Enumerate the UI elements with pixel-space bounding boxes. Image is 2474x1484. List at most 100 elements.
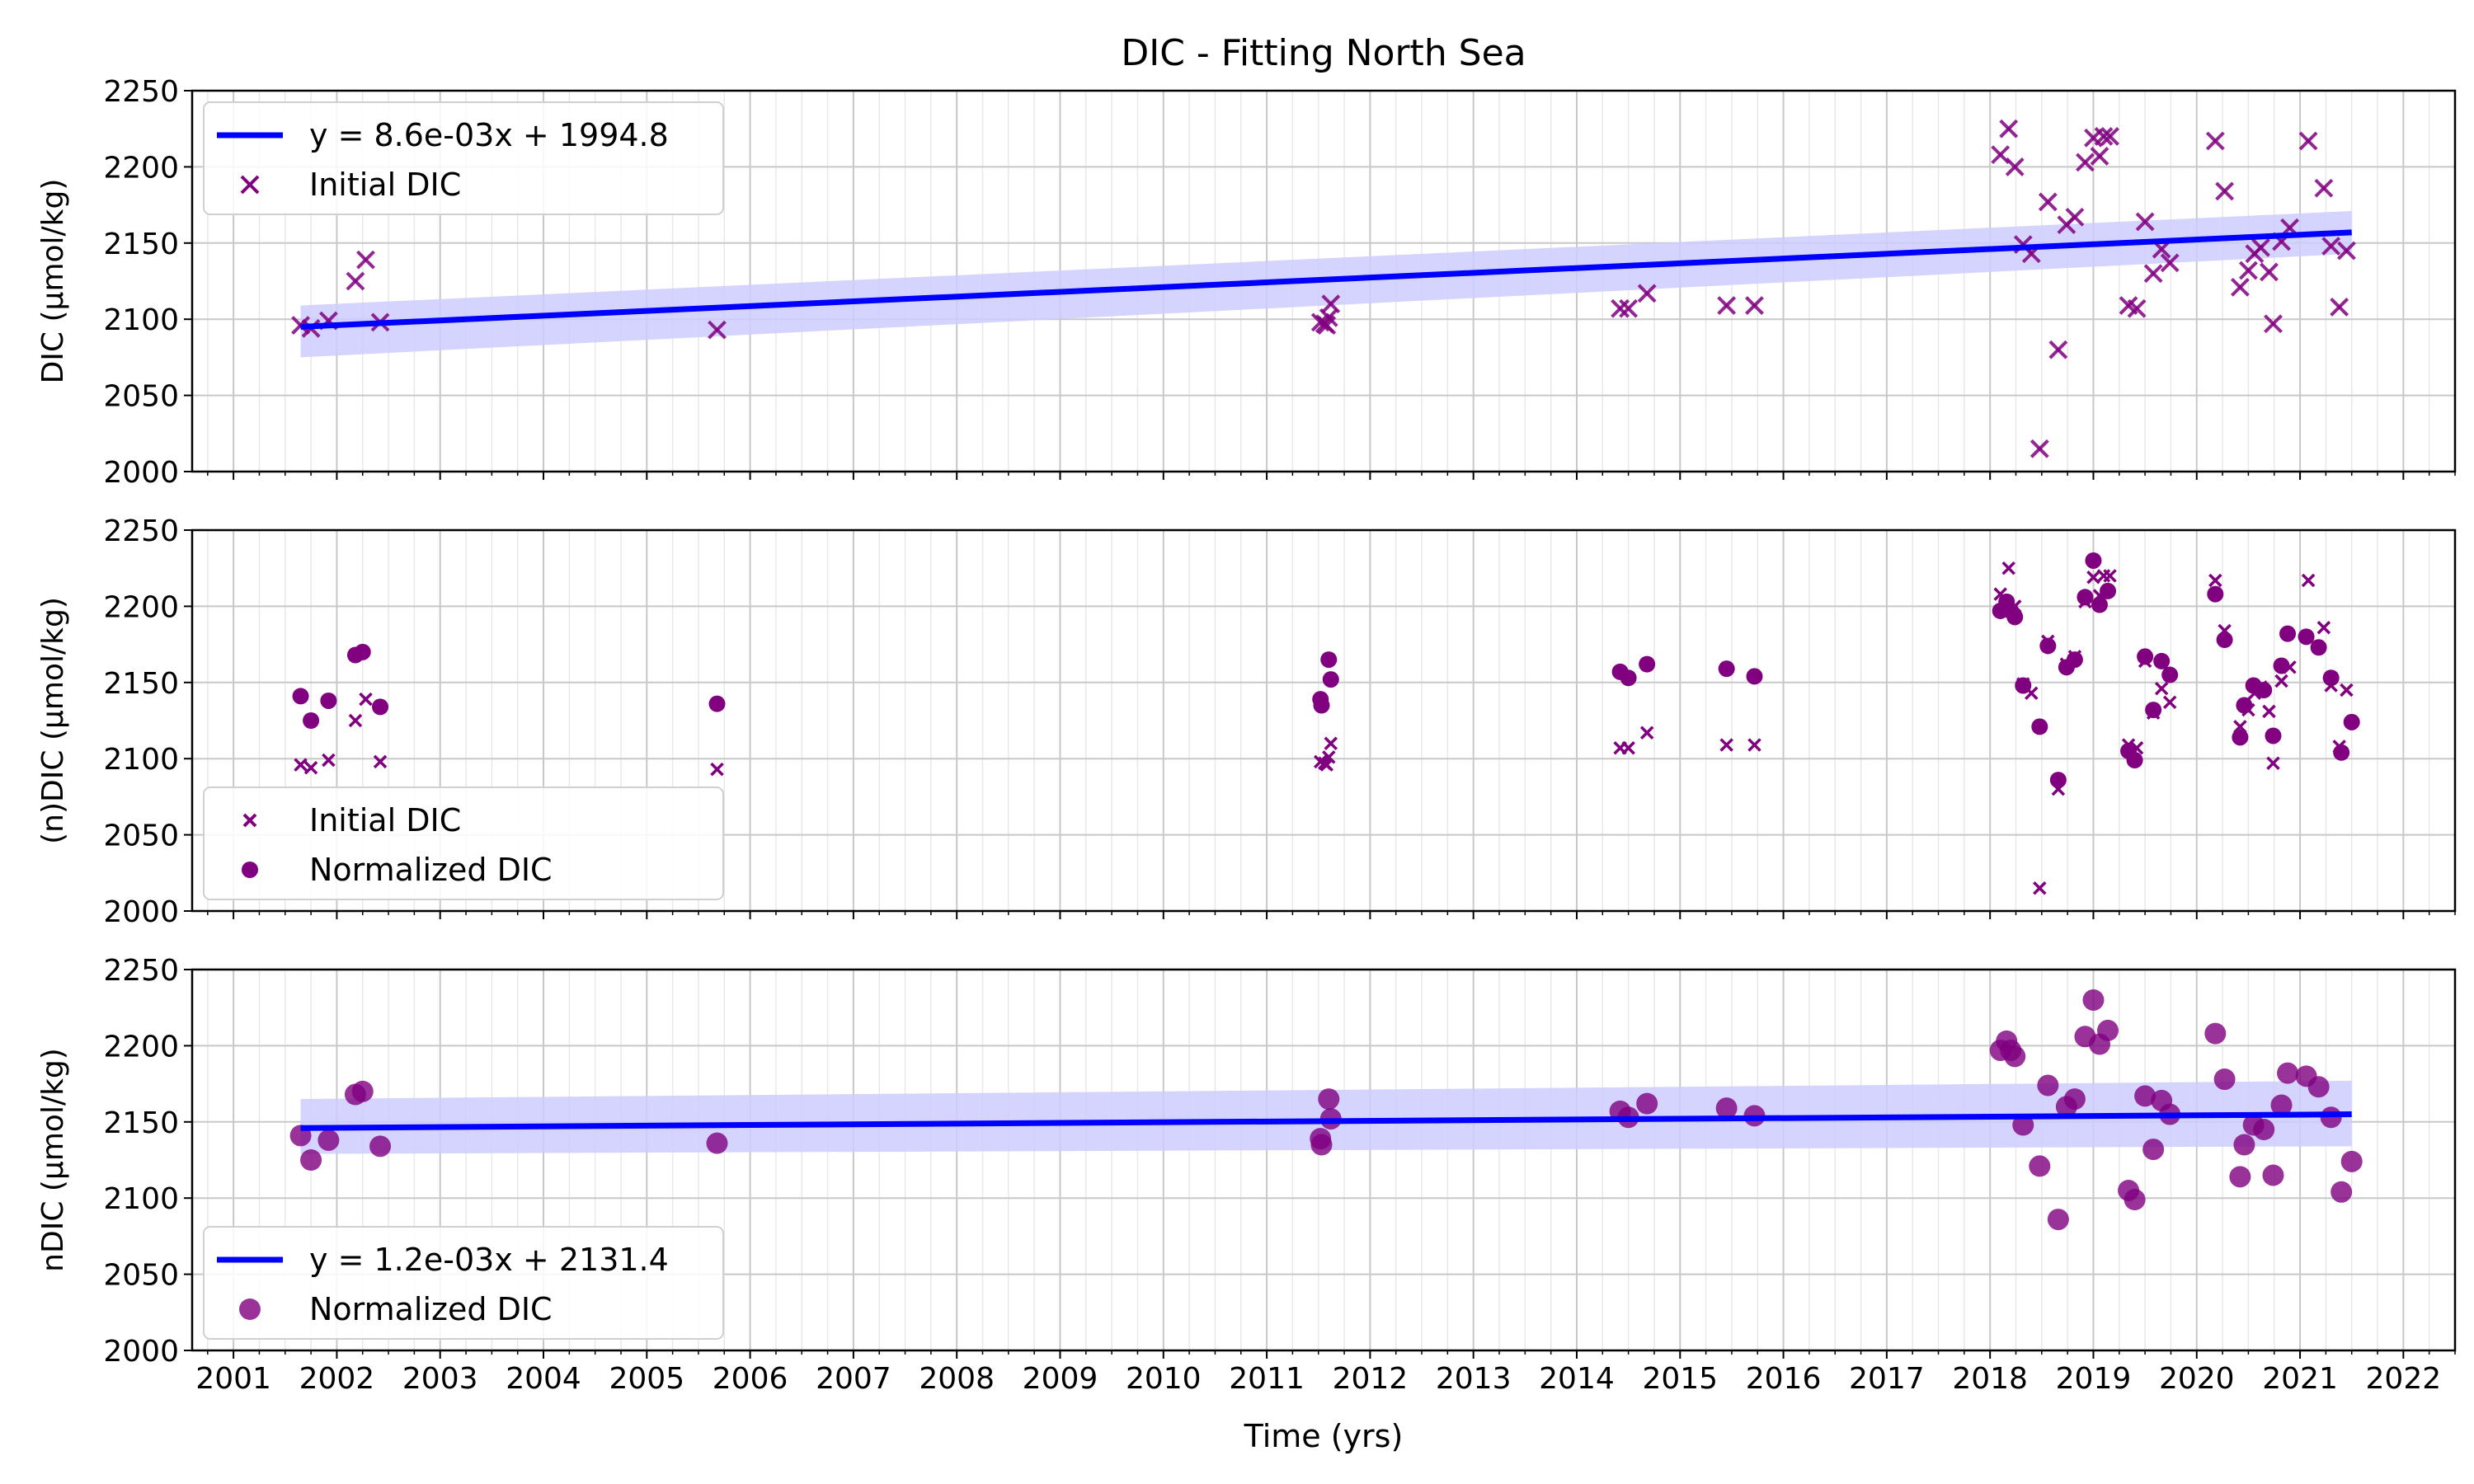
- marker-stroke: [1314, 754, 1328, 769]
- legend-box: [203, 101, 724, 215]
- marker-stroke: [1611, 298, 1630, 318]
- data-point-x-marker: [1999, 119, 2019, 139]
- data-point-x-marker: [303, 761, 318, 775]
- marker-stroke: [359, 692, 373, 707]
- data-point-circle: [354, 643, 371, 660]
- data-point-x-marker: [2135, 212, 2155, 232]
- data-point-x-marker: [2033, 881, 2047, 895]
- data-point-x-marker: [2215, 181, 2235, 201]
- data-point-circle: [2333, 744, 2350, 761]
- data-point-x-marker: [2005, 157, 2025, 176]
- data-point-x-marker: [2316, 621, 2331, 635]
- data-point-circle: [2270, 1094, 2293, 1116]
- panel-middle: 2000 2050 2100 2150 2200 2250 (n)DIC (µmol/kg)…: [36, 514, 2457, 929]
- data-point-circle: [2004, 1045, 2026, 1068]
- data-point-x-marker: [1745, 296, 1764, 315]
- data-point-x-marker: [2103, 569, 2117, 583]
- data-point-circle: [2029, 1155, 2051, 1177]
- marker-stroke: [2143, 264, 2163, 284]
- data-point-x-marker: [2001, 561, 2015, 575]
- data-point-circle: [1715, 1097, 1738, 1120]
- data-point-circle: [2340, 1150, 2363, 1172]
- marker-stroke: [2094, 127, 2114, 146]
- data-point-x-marker: [1719, 738, 1733, 752]
- marker-stroke: [2274, 674, 2288, 688]
- data-point-x-marker: [2264, 314, 2283, 334]
- data-point-circle: [2216, 632, 2233, 649]
- y-tick-label: 2100: [103, 743, 179, 777]
- data-point-circle: [317, 1129, 340, 1151]
- x-tick-label: 2013: [1436, 1362, 1512, 1396]
- x-tick-label: 2022: [2366, 1362, 2442, 1396]
- data-point-circle: [2015, 677, 2032, 694]
- data-point-x-marker: [356, 250, 375, 270]
- data-point-x-marker: [1747, 738, 1761, 752]
- marker-stroke: [2065, 207, 2085, 227]
- data-point-circle: [2100, 582, 2117, 599]
- data-point-x-marker: [2154, 681, 2169, 696]
- data-point-x-marker: [1321, 294, 1341, 314]
- legend-box: [203, 787, 724, 900]
- legend: y = 1.2e-03x + 2131.4 Normalized DIC: [203, 1226, 724, 1340]
- legend-label: Initial DIC: [309, 802, 461, 838]
- x-axis-label: Time (yrs): [1244, 1418, 1404, 1454]
- marker-stroke: [1993, 587, 2007, 601]
- marker-stroke: [1322, 750, 1336, 764]
- legend: y = 8.6e-03x + 1994.8 Initial DIC: [203, 101, 724, 215]
- marker-stroke: [2337, 241, 2356, 261]
- marker-stroke: [2162, 695, 2177, 710]
- data-point-x-marker: [2094, 127, 2114, 146]
- marker-stroke: [2160, 253, 2180, 273]
- y-axis-label: (n)DIC (µmol/kg): [36, 597, 70, 844]
- x-tick-label: 2001: [195, 1362, 271, 1396]
- x-tick-label: 2008: [919, 1362, 995, 1396]
- data-point-circle: [2298, 628, 2315, 646]
- marker-stroke: [1619, 298, 1639, 318]
- data-point-circle: [2233, 1134, 2255, 1156]
- data-point-x-marker: [1619, 298, 1639, 318]
- data-point-circle: [2331, 1181, 2353, 1203]
- marker-stroke: [2086, 571, 2100, 585]
- axes-frame: [190, 528, 2457, 913]
- y-tick-label: 2000: [103, 1335, 179, 1369]
- marker-stroke: [2135, 212, 2155, 232]
- data-point-circle: [1636, 1092, 1658, 1115]
- marker-stroke: [2205, 131, 2225, 151]
- x-tick-label: 2009: [1023, 1362, 1098, 1396]
- marker-stroke: [2314, 178, 2334, 198]
- data-point-circle: [2255, 682, 2273, 699]
- marker-stroke: [2103, 569, 2117, 583]
- data-point-x-marker: [2330, 298, 2349, 317]
- x-tick-label: 2005: [609, 1362, 684, 1396]
- marker-stroke: [2321, 237, 2341, 256]
- x-tick-label: 2018: [1952, 1362, 2028, 1396]
- marker-stroke: [2033, 881, 2047, 895]
- marker-stroke: [1324, 736, 1338, 750]
- data-point-x-marker: [2337, 241, 2356, 261]
- y-tick-label: 2150: [103, 1106, 179, 1140]
- data-point-x-marker: [2205, 131, 2225, 151]
- data-point-x-marker: [2262, 704, 2276, 719]
- data-point-circle: [2207, 585, 2224, 603]
- data-point-circle: [2012, 1114, 2034, 1136]
- marker-stroke: [2076, 153, 2095, 172]
- data-point-x-marker: [2143, 264, 2163, 284]
- y-tick-label: 2200: [103, 590, 179, 624]
- x-tick-label: 2016: [1746, 1362, 1822, 1396]
- data-point-circle: [2037, 1074, 2059, 1097]
- legend-label: Normalized DIC: [309, 852, 553, 888]
- y-tick-label: 2150: [103, 667, 179, 701]
- data-point-x-marker: [2340, 683, 2354, 697]
- data-point-x-marker: [2251, 237, 2270, 257]
- y-axis-label: DIC (µmol/kg): [36, 179, 70, 384]
- marker-stroke: [1717, 296, 1737, 315]
- marker-stroke: [2025, 686, 2039, 700]
- data-point-x-marker: [2301, 573, 2316, 588]
- marker-stroke: [2119, 296, 2138, 315]
- legend: Initial DIC Normalized DIC: [203, 787, 724, 900]
- x-tick-label: 2017: [1849, 1362, 1925, 1396]
- data-point-circle: [320, 692, 337, 709]
- data-point-circle: [2124, 1189, 2146, 1211]
- legend-label: Normalized DIC: [309, 1291, 553, 1327]
